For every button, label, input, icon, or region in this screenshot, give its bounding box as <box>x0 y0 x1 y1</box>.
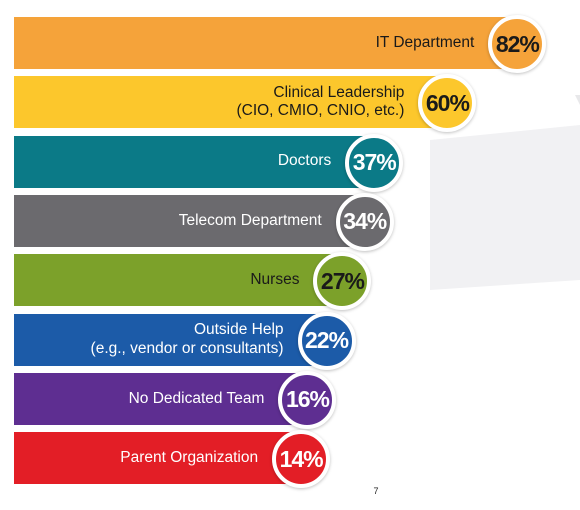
bar-2: Doctors 37% <box>14 133 404 192</box>
value-badge: 14% <box>272 430 331 489</box>
bar-label-line: IT Department <box>375 33 475 51</box>
bar-label-line: Outside Help <box>193 320 284 338</box>
value-badge: 22% <box>297 311 356 370</box>
bar-label: Parent Organization <box>120 432 258 484</box>
page-number: 7 <box>373 486 379 496</box>
value-badge: 82% <box>488 15 547 73</box>
bar-1: Clinical Leadership (CIO, CMIO, CNIO, etc… <box>14 74 477 133</box>
bar-3: Telecom Department 34% <box>14 192 394 251</box>
value-badge: 27% <box>313 252 372 311</box>
bar-label: Telecom Department <box>179 195 322 247</box>
bar-label-line: (e.g., vendor or consultants) <box>90 339 284 357</box>
bar-4: Nurses 27% <box>14 252 372 311</box>
value-badge: 60% <box>418 74 477 133</box>
bar-label: Nurses <box>250 254 299 306</box>
bar-label: Outside Help (e.g., vendor or consultants… <box>91 314 284 366</box>
bar-label-line: Clinical Leadership <box>273 83 405 101</box>
bar-5: Outside Help (e.g., vendor or consultants… <box>14 311 356 370</box>
bar-6: No Dedicated Team 16% <box>14 370 337 429</box>
bar-label: Clinical Leadership (CIO, CMIO, CNIO, etc… <box>236 76 404 128</box>
value-badge: 37% <box>345 133 404 192</box>
bar-label: IT Department <box>376 17 475 69</box>
bar-label-line: Nurses <box>250 270 300 288</box>
value-badge: 16% <box>278 370 337 429</box>
bar-label-line: No Dedicated Team <box>128 389 265 407</box>
bar-label: No Dedicated Team <box>129 373 265 425</box>
bar-label-line: (CIO, CMIO, CNIO, etc.) <box>236 102 405 120</box>
bar-label: Doctors <box>278 136 331 188</box>
bar-7: Parent Organization 14% <box>14 430 331 489</box>
bar-label-line: Parent Organization <box>120 448 259 466</box>
bar-label-line: Telecom Department <box>178 211 322 229</box>
value-badge: 34% <box>335 192 394 251</box>
bar-label-line: Doctors <box>277 152 332 170</box>
bar-0: IT Department 82% <box>14 15 547 73</box>
